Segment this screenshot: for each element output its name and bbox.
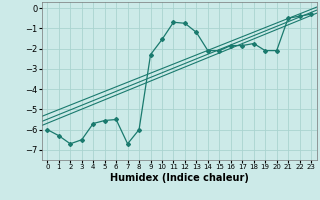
X-axis label: Humidex (Indice chaleur): Humidex (Indice chaleur)	[110, 173, 249, 183]
